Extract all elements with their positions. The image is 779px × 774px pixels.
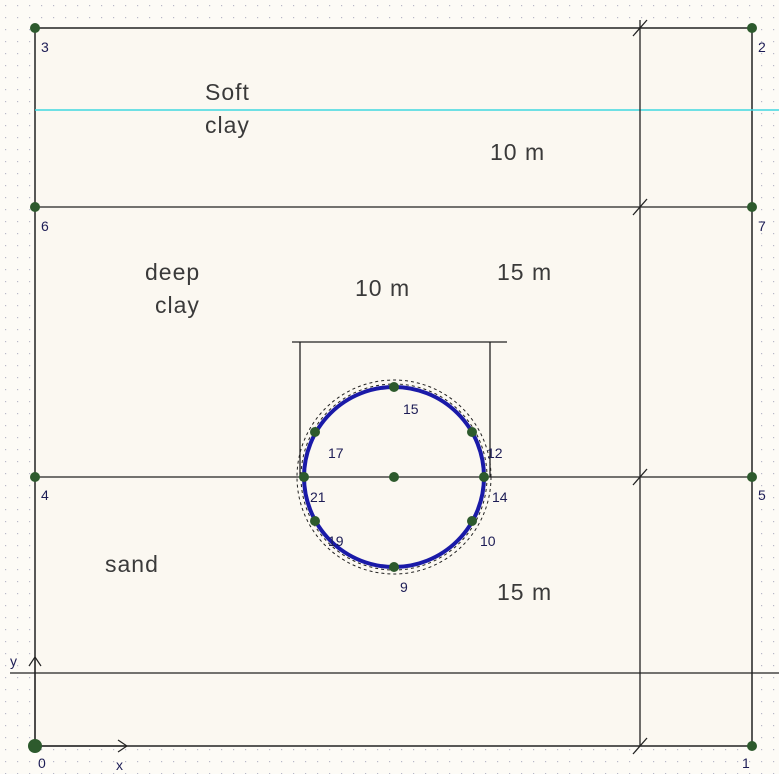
node: [299, 472, 309, 482]
dimension-label: 10 m: [355, 275, 410, 301]
node: [747, 202, 757, 212]
node: [310, 427, 320, 437]
node: [28, 739, 42, 753]
node-label: 10: [480, 533, 496, 549]
node-label: 1: [742, 755, 750, 771]
node-label: 12: [487, 445, 503, 461]
node-label: 2: [758, 39, 766, 55]
node: [30, 23, 40, 33]
axis-arrows: [28, 655, 129, 753]
node-label: 21: [310, 489, 326, 505]
node-label: 5: [758, 487, 766, 503]
node-label: 17: [328, 445, 344, 461]
layer-label: Soft: [205, 79, 250, 105]
node-label: 0: [38, 755, 46, 771]
axis-label: y: [10, 653, 17, 669]
node: [389, 562, 399, 572]
node-label: 14: [492, 489, 508, 505]
node: [467, 516, 477, 526]
tunnel-outer: [296, 379, 492, 575]
node: [747, 741, 757, 751]
layer-label: clay: [205, 112, 250, 138]
node: [467, 427, 477, 437]
node: [30, 202, 40, 212]
node: [479, 472, 489, 482]
layer-label: clay: [155, 292, 200, 318]
node: [30, 472, 40, 482]
layer-label: sand: [105, 551, 159, 577]
axis-label: x: [116, 757, 123, 773]
node: [389, 382, 399, 392]
node-label: 7: [758, 218, 766, 234]
dimension-label: 15 m: [497, 579, 552, 605]
node-label: 9: [400, 579, 408, 595]
node-label: 4: [41, 487, 49, 503]
node-label: 19: [328, 533, 344, 549]
node-label: 3: [41, 39, 49, 55]
node: [747, 23, 757, 33]
node: [389, 472, 399, 482]
node-label: 6: [41, 218, 49, 234]
dimension-label: 15 m: [497, 259, 552, 285]
layer-label: deep: [145, 259, 200, 285]
node: [747, 472, 757, 482]
node: [310, 516, 320, 526]
dimension-label: 10 m: [490, 139, 545, 165]
node-label: 15: [403, 401, 419, 417]
